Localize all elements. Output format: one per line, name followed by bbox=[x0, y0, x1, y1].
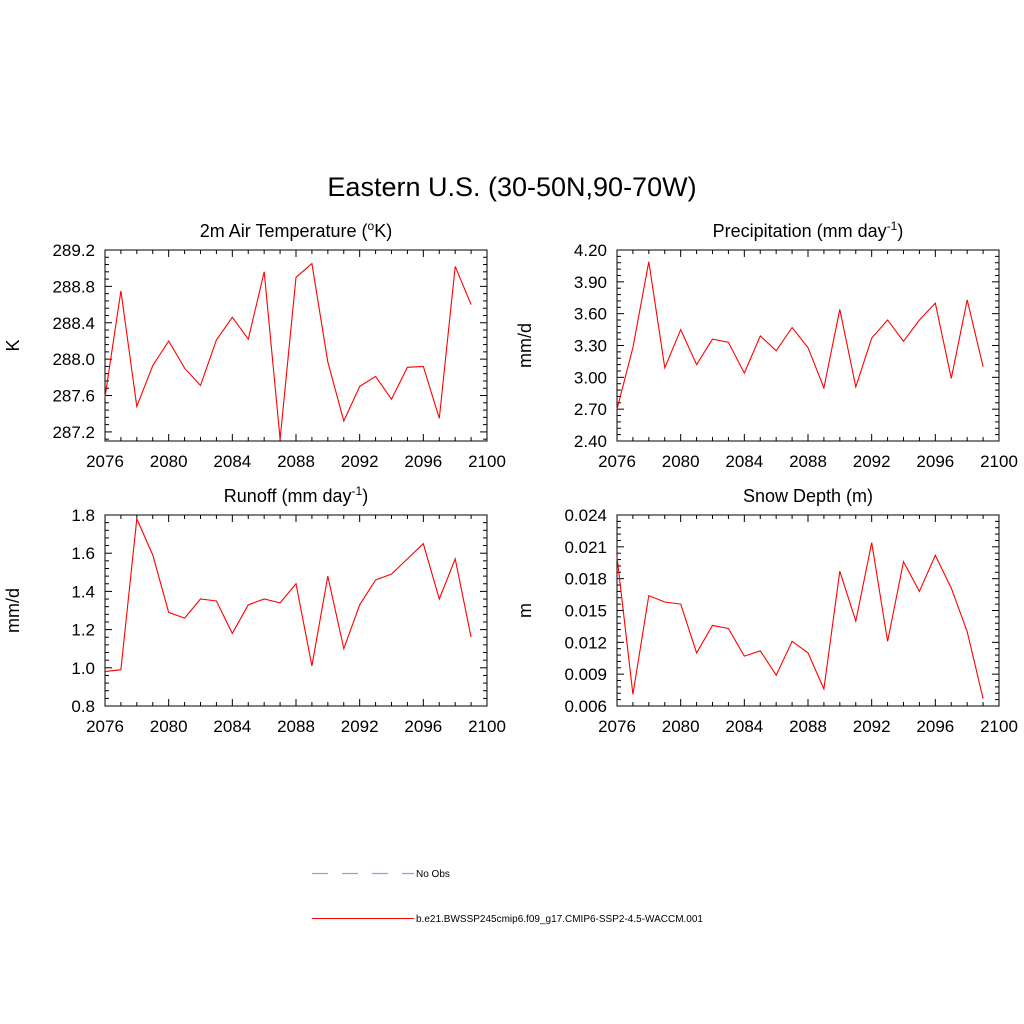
temperature-y-tick-label: 288.0 bbox=[52, 350, 95, 369]
precipitation-x-tick-label: 2076 bbox=[598, 452, 636, 471]
precipitation-x-tick-label: 2100 bbox=[980, 452, 1018, 471]
snow-depth-panel-title: Snow Depth (m) bbox=[743, 486, 873, 506]
snow-depth-y-tick-label: 0.012 bbox=[564, 633, 607, 652]
temperature-panel-title: 2m Air Temperature (oK) bbox=[200, 219, 392, 241]
snow-depth-x-tick-label: 2096 bbox=[916, 717, 954, 736]
temperature-x-tick-label: 2076 bbox=[86, 452, 124, 471]
precipitation-x-tick-label: 2096 bbox=[916, 452, 954, 471]
precipitation-y-axis-label: mm/d bbox=[515, 323, 535, 368]
precipitation-series-line bbox=[616, 261, 984, 410]
precipitation-y-tick-label: 3.00 bbox=[574, 368, 607, 387]
plot-snow-depth: 2076 2080 2084 2088 2092 2096 2100 0.006 0.009 0.… bbox=[515, 486, 1018, 736]
precipitation-x-tick-label: 2084 bbox=[725, 452, 763, 471]
runoff-x-tick-label: 2092 bbox=[341, 717, 379, 736]
snow-depth-series-line bbox=[616, 542, 984, 699]
temperature-y-tick-label: 289.2 bbox=[52, 241, 95, 260]
runoff-x-tick-label: 2080 bbox=[150, 717, 188, 736]
temperature-x-tick-label: 2100 bbox=[468, 452, 506, 471]
snow-depth-x-tick-label: 2100 bbox=[980, 717, 1018, 736]
legend-model-label: b.e21.BWSSP245cmip6.f09_g17.CMIP6-SSP2-4… bbox=[416, 914, 703, 925]
precipitation-y-tick-label: 4.20 bbox=[574, 241, 607, 260]
temperature-x-tick-label: 2084 bbox=[213, 452, 251, 471]
snow-depth-y-tick-label: 0.018 bbox=[564, 570, 607, 589]
precipitation-y-tick-label: 3.60 bbox=[574, 305, 607, 324]
snow-depth-y-tick-label: 0.009 bbox=[564, 665, 607, 684]
figure-title: Eastern U.S. (30-50N,90-70W) bbox=[327, 172, 696, 202]
legend-obs-label: No Obs bbox=[416, 869, 450, 880]
precipitation-y-tick-label: 3.90 bbox=[574, 273, 607, 292]
runoff-y-tick-label: 0.8 bbox=[71, 697, 95, 716]
runoff-x-tick-label: 2076 bbox=[86, 717, 124, 736]
snow-depth-y-axis-label: m bbox=[515, 603, 535, 618]
precipitation-panel-title: Precipitation (mm day-1) bbox=[713, 219, 904, 241]
runoff-panel-title: Runoff (mm day-1) bbox=[224, 484, 368, 506]
snow-depth-plot-frame bbox=[616, 514, 1000, 707]
plot-panels: 2076 2080 2084 2088 2092 2096 2100 287.2 287.6 28… bbox=[3, 219, 1018, 736]
temperature-y-tick-label: 288.8 bbox=[52, 277, 95, 296]
temperature-series-line bbox=[104, 262, 472, 440]
snow-depth-x-tick-label: 2088 bbox=[789, 717, 827, 736]
temperature-y-tick-label: 288.4 bbox=[52, 314, 95, 333]
runoff-y-axis-label: mm/d bbox=[3, 588, 23, 633]
runoff-y-tick-label: 1.0 bbox=[71, 659, 95, 678]
runoff-y-tick-label: 1.8 bbox=[71, 506, 95, 525]
precipitation-x-tick-label: 2080 bbox=[662, 452, 700, 471]
snow-depth-x-tick-label: 2080 bbox=[662, 717, 700, 736]
temperature-y-tick-label: 287.6 bbox=[52, 387, 95, 406]
snow-depth-y-tick-label: 0.024 bbox=[564, 506, 607, 525]
precipitation-y-tick-label: 3.30 bbox=[574, 337, 607, 356]
runoff-series-line bbox=[104, 516, 472, 673]
temperature-x-tick-label: 2080 bbox=[150, 452, 188, 471]
plot-precipitation: 2076 2080 2084 2088 2092 2096 2100 2.40 2.70 3.00… bbox=[515, 219, 1018, 471]
precipitation-y-tick-label: 2.70 bbox=[574, 400, 607, 419]
snow-depth-y-tick-label: 0.021 bbox=[564, 538, 607, 557]
legend: No Obs b.e21.BWSSP245cmip6.f09_g17.CMIP6… bbox=[312, 869, 703, 925]
precipitation-x-tick-label: 2092 bbox=[853, 452, 891, 471]
temperature-x-tick-label: 2088 bbox=[277, 452, 315, 471]
temperature-y-tick-label: 287.2 bbox=[52, 423, 95, 442]
snow-depth-x-tick-label: 2092 bbox=[853, 717, 891, 736]
temperature-y-axis-label: K bbox=[3, 339, 23, 351]
precipitation-x-tick-label: 2088 bbox=[789, 452, 827, 471]
runoff-y-tick-label: 1.6 bbox=[71, 544, 95, 563]
snow-depth-y-tick-label: 0.015 bbox=[564, 602, 607, 621]
runoff-plot-frame bbox=[104, 514, 488, 707]
runoff-x-tick-label: 2084 bbox=[213, 717, 251, 736]
runoff-x-tick-label: 2088 bbox=[277, 717, 315, 736]
runoff-x-tick-label: 2100 bbox=[468, 717, 506, 736]
temperature-x-tick-label: 2092 bbox=[341, 452, 379, 471]
temperature-x-tick-label: 2096 bbox=[404, 452, 442, 471]
plot-runoff: 2076 2080 2084 2088 2092 2096 2100 0.8 1.0 1.2 1.4… bbox=[3, 484, 506, 736]
snow-depth-x-tick-label: 2084 bbox=[725, 717, 763, 736]
snow-depth-x-tick-label: 2076 bbox=[598, 717, 636, 736]
runoff-x-tick-label: 2096 bbox=[404, 717, 442, 736]
runoff-y-tick-label: 1.4 bbox=[71, 582, 95, 601]
precipitation-y-tick-label: 2.40 bbox=[574, 432, 607, 451]
runoff-y-tick-label: 1.2 bbox=[71, 621, 95, 640]
snow-depth-y-tick-label: 0.006 bbox=[564, 697, 607, 716]
plot-temperature: 2076 2080 2084 2088 2092 2096 2100 287.2 287.6 28… bbox=[3, 219, 506, 471]
